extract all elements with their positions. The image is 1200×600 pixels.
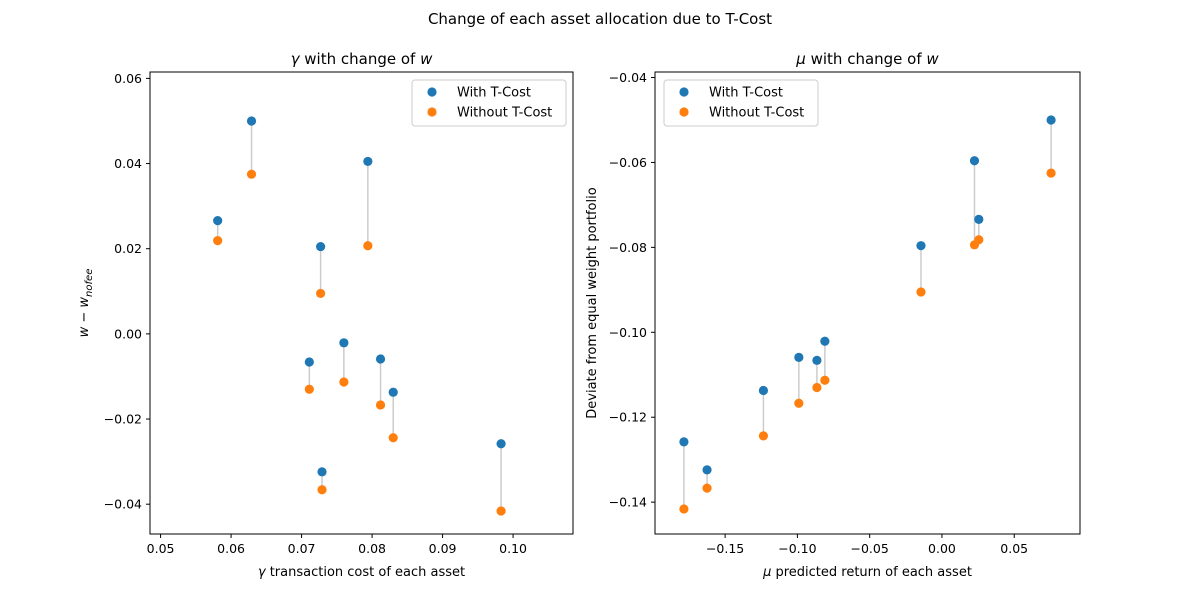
x-tick-label: 0.06: [217, 541, 245, 556]
without-tcost-point: [317, 485, 327, 495]
figure-title: Change of each asset allocation due to T…: [428, 10, 772, 28]
y-axis-label: w − wnofee: [77, 269, 95, 338]
with-tcost-point: [820, 336, 830, 346]
without-tcost-point: [974, 235, 984, 245]
with-tcost-point: [496, 439, 506, 449]
x-axis-label: μ predicted return of each asset: [762, 565, 972, 580]
without-tcost-point: [375, 400, 386, 410]
without-tcost-point: [916, 287, 926, 297]
subplot-title: γ with change of w: [291, 50, 433, 68]
y-tick-label: 0.02: [114, 241, 142, 256]
without-tcost-point: [794, 398, 804, 408]
subplot-title: μ with change of w: [795, 50, 939, 68]
with-tcost-point: [758, 385, 769, 396]
x-tick-label: 0.07: [288, 541, 316, 556]
x-tick-label: 0.09: [429, 541, 457, 556]
legend-marker-with-tcost: [679, 87, 689, 97]
with-tcost-point: [375, 354, 386, 364]
with-tcost-point: [679, 437, 689, 447]
legend-box: [411, 79, 567, 127]
without-tcost-point: [1046, 168, 1056, 178]
legend-label-with-tcost: With T-Cost: [457, 86, 531, 101]
without-tcost-point: [758, 431, 769, 441]
legend-label-without-tcost: Without T-Cost: [709, 106, 804, 121]
with-tcost-point: [316, 241, 326, 252]
with-tcost-point: [388, 387, 398, 397]
without-tcost-point: [496, 506, 506, 516]
x-tick-label: 0.05: [147, 541, 175, 556]
y-axis-label: Deviate from equal weight portfolio: [585, 187, 600, 418]
subplot-2: −0.15 −0.10 −0.05 0.00 0.05 −0.14 −0.12 −0.10 −0…: [585, 50, 1081, 580]
x-axis-label: γ transaction cost of each asset: [258, 565, 465, 580]
y-tick-label: −0.08: [609, 240, 647, 255]
y-tick-label: −0.06: [609, 155, 647, 170]
y-tick-label: −0.02: [104, 412, 142, 427]
with-tcost-point: [1046, 115, 1056, 125]
without-tcost-point: [388, 433, 398, 443]
y-tick-label: 0.00: [114, 326, 142, 341]
legend-marker-without-tcost: [679, 107, 689, 117]
x-tick-label: −0.10: [778, 541, 816, 556]
axes-frame: [149, 71, 574, 535]
legend-marker-without-tcost: [427, 107, 437, 117]
with-tcost-point: [246, 116, 257, 126]
x-tick-label: 0.10: [499, 541, 527, 556]
legend: With T-Cost Without T-Cost: [411, 79, 567, 127]
with-tcost-point: [213, 216, 223, 226]
y-tick-label: −0.14: [609, 495, 647, 510]
x-tick-label: 0.08: [358, 541, 386, 556]
axes-frame: [654, 71, 1081, 535]
y-tick-label: −0.04: [104, 497, 142, 512]
without-tcost-point: [679, 504, 689, 514]
with-tcost-point: [974, 214, 984, 224]
with-tcost-point: [916, 241, 926, 251]
with-tcost-point: [794, 352, 804, 362]
without-tcost-point: [304, 384, 314, 394]
legend: With T-Cost Without T-Cost: [663, 79, 819, 127]
without-tcost-point: [316, 288, 326, 299]
with-tcost-point: [304, 357, 314, 367]
with-tcost-point: [969, 156, 980, 166]
without-tcost-point: [246, 169, 257, 179]
without-tcost-point: [812, 382, 822, 393]
with-tcost-point: [317, 467, 327, 477]
subplot-1: 0.05 0.06 0.07 0.08 0.09 0.10 −0.04 −0.02 0.00 0.…: [77, 50, 574, 580]
without-tcost-point: [363, 241, 373, 251]
legend-marker-with-tcost: [427, 87, 437, 97]
without-tcost-point: [702, 483, 712, 493]
without-tcost-point: [213, 236, 223, 246]
y-tick-label: −0.12: [609, 410, 647, 425]
without-tcost-point: [820, 375, 830, 385]
legend-label-with-tcost: With T-Cost: [709, 86, 783, 101]
without-tcost-point: [339, 377, 349, 387]
y-tick-label: 0.04: [114, 156, 142, 171]
x-tick-label: 0.05: [1000, 541, 1028, 556]
with-tcost-point: [339, 338, 349, 348]
x-tick-label: 0.00: [928, 541, 956, 556]
legend-box: [663, 79, 819, 127]
y-tick-label: 0.06: [114, 71, 142, 86]
with-tcost-point: [363, 156, 373, 167]
with-tcost-point: [702, 465, 712, 475]
y-tick-label: −0.04: [609, 70, 647, 85]
y-tick-label: −0.10: [609, 325, 647, 340]
x-tick-label: −0.15: [706, 541, 744, 556]
x-tick-label: −0.05: [851, 541, 889, 556]
with-tcost-point: [812, 355, 822, 365]
legend-label-without-tcost: Without T-Cost: [457, 106, 552, 121]
